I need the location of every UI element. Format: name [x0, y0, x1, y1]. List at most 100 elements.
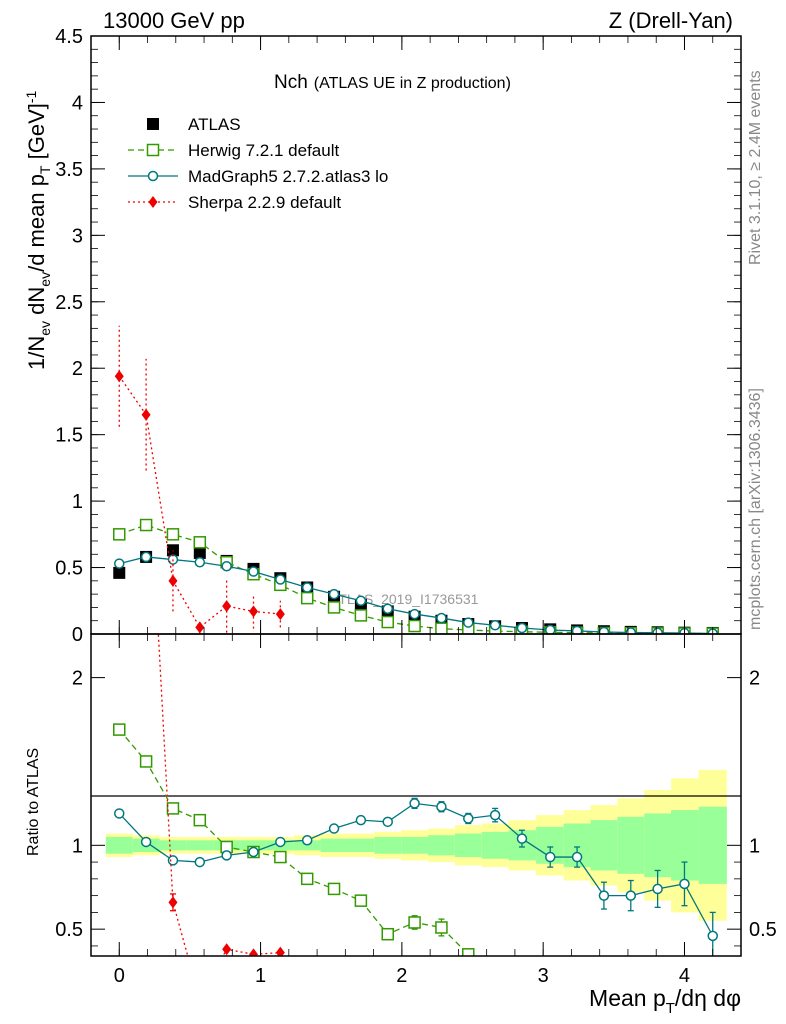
data-point	[193, 536, 207, 549]
y-tick-label: 1.5	[55, 425, 83, 447]
band-stat	[401, 836, 429, 854]
legend-marker	[147, 170, 159, 182]
data-point	[166, 528, 180, 541]
data-point	[221, 560, 232, 572]
data-point	[381, 615, 394, 629]
ratio-point	[409, 798, 420, 809]
data-point	[571, 625, 583, 634]
data-point	[408, 619, 421, 633]
ratio-tick-label-right: 0.5	[749, 919, 777, 941]
data-point	[301, 582, 313, 593]
axis-ticks: 0 0.5 1 1.5 2 2.5 3 3.5 4 4.5 0.5 0.5 1 1 2 2 0 1 2 3 4	[55, 26, 777, 987]
y-tick-label: 0.5	[55, 558, 83, 580]
ratio-point	[249, 948, 258, 956]
data-point	[409, 608, 420, 620]
data-point	[300, 591, 314, 605]
ratio-point	[222, 943, 232, 956]
ratio-point	[652, 883, 663, 895]
data-point	[328, 588, 340, 600]
ratio-tick-label: 1	[72, 835, 83, 857]
data-point	[249, 605, 258, 618]
data-point	[114, 370, 124, 383]
x-tick-label: 4	[679, 965, 690, 987]
legend-label: MadGraph5 2.7.2.atlas3 lo	[188, 167, 388, 186]
ratio-point	[544, 851, 556, 863]
x-tick-label: 2	[396, 965, 407, 987]
band-stat	[428, 835, 455, 856]
band-stat	[240, 840, 267, 851]
data-point	[113, 528, 126, 541]
data-point	[327, 601, 341, 614]
ratio-point	[166, 802, 180, 815]
legend-marker	[146, 143, 160, 157]
legend-marker	[147, 118, 159, 130]
y-tick-label: 3	[72, 225, 83, 247]
ratio-point	[248, 846, 259, 858]
ratio-point	[707, 930, 718, 942]
ratio-point	[301, 835, 313, 846]
header-right: Z (Drell-Yan)	[609, 8, 733, 33]
ratio-point	[382, 816, 393, 828]
ratio-point	[435, 921, 448, 934]
data-point	[435, 622, 448, 634]
ratio-tick-label-right: 2	[749, 668, 760, 690]
data-point	[516, 622, 528, 634]
y-tick-label: 2	[72, 358, 83, 380]
band-stat	[159, 840, 187, 851]
x-tick-label: 3	[538, 965, 549, 987]
y-tick-label: 4	[72, 92, 83, 114]
data-point	[113, 566, 126, 579]
ratio-point	[193, 813, 207, 827]
ratio-point	[139, 755, 153, 768]
ratio-point	[168, 896, 178, 909]
ratio-point	[571, 851, 583, 863]
data-point	[275, 574, 286, 585]
ratio-tick-label: 2	[72, 668, 83, 690]
y-tick-label: 0	[72, 624, 83, 646]
data-point	[463, 617, 474, 628]
legend-marker	[148, 196, 158, 208]
ratio-point	[221, 850, 232, 861]
band-stat	[347, 838, 375, 853]
ratio-point	[300, 872, 314, 886]
rivet-info: Rivet 3.1.10, ≥ 2.4M events	[747, 70, 764, 265]
ratio-point	[328, 823, 340, 834]
data-point	[140, 551, 152, 563]
ratio-point	[194, 856, 206, 868]
data-point	[382, 603, 393, 615]
ratio-point	[140, 836, 152, 848]
data-point	[355, 595, 367, 607]
legend: ATLAS Herwig 7.2.1 default MadGraph5 2.7.2…	[128, 115, 388, 212]
band-stat	[105, 836, 133, 854]
ratio-point	[355, 814, 367, 826]
ratio-point	[113, 723, 126, 736]
y-tick-label: 3.5	[55, 159, 83, 181]
data-point	[436, 612, 447, 624]
data-point	[141, 408, 151, 421]
data-point	[275, 608, 285, 621]
ratio-point	[462, 948, 475, 956]
band-stat	[186, 840, 214, 851]
plot-title: Nch (ATLAS UE in Z production)	[274, 72, 511, 93]
y-tick-label: 2.5	[55, 292, 83, 314]
y-axis-label-bottom: Ratio to ATLAS	[25, 748, 42, 856]
data-point	[114, 558, 125, 569]
data-point	[489, 619, 501, 631]
band-stat	[320, 838, 348, 853]
x-tick-label: 1	[255, 965, 266, 987]
y-tick-label: 1	[72, 491, 83, 513]
band-stat	[617, 816, 645, 874]
ratio-point	[167, 855, 179, 866]
ratio-point	[114, 808, 125, 819]
ratio-point	[463, 813, 474, 824]
ratio-point	[275, 836, 286, 848]
ratio-panel-frame	[90, 633, 742, 957]
data-point	[598, 626, 610, 634]
data-point	[544, 624, 556, 634]
legend-label: ATLAS	[188, 115, 241, 134]
data-point	[248, 566, 259, 577]
ratio-point	[598, 890, 610, 901]
ratio-point	[327, 882, 341, 896]
band-stat	[644, 813, 672, 878]
